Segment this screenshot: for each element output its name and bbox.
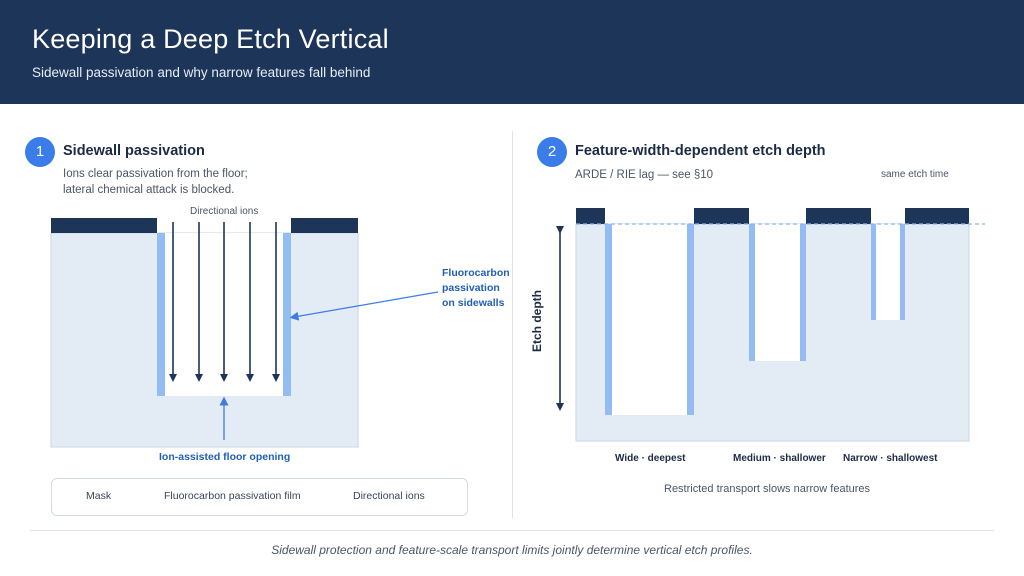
narrow-passivation-left: [871, 224, 876, 320]
wide-passivation-left: [605, 224, 612, 415]
etch-depth-axis-label: Etch depth: [530, 290, 544, 352]
floor-opening-label: Ion-assisted floor opening: [159, 451, 291, 463]
narrow-feature-label: Narrow · shallowest: [843, 453, 938, 464]
trench-diagram: [50, 218, 439, 448]
mask-segment: [576, 208, 605, 224]
passivation-callout: Fluorocarbon passivation on sidewalls: [442, 267, 510, 309]
wide-passivation-right: [687, 224, 694, 415]
legend: Mask Fluorocarbon passivation film Direc…: [51, 478, 468, 516]
legend-film-label: Fluorocarbon passivation film: [164, 490, 301, 502]
narrow-feature-cavity: [871, 224, 905, 320]
panel1-description: Ions clear passivation from the floor; l…: [63, 168, 248, 196]
ion-arrows: [169, 222, 280, 382]
wide-feature-cavity: [605, 224, 694, 415]
mask-right: [291, 218, 358, 233]
panel2-title: Feature-width-dependent etch depth: [575, 143, 826, 159]
footer-divider: [30, 530, 994, 531]
footer-caption: Sidewall protection and feature-scale tr…: [271, 543, 753, 557]
passivation-pointer: [289, 291, 439, 321]
panel2-number-badge: 2: [537, 137, 567, 167]
passivation-right: [283, 233, 291, 396]
wide-feature-label: Wide · deepest: [615, 453, 686, 464]
page-title: Keeping a Deep Etch Vertical: [32, 24, 389, 54]
etch-time-label: same etch time: [881, 169, 949, 180]
panel2-subtitle: ARDE / RIE lag — see §10: [575, 169, 714, 181]
legend-mask-label: Mask: [86, 490, 112, 502]
medium-passivation-left: [749, 224, 755, 361]
medium-feature-label: Medium · shallower: [733, 453, 826, 464]
panel-divider: [512, 131, 513, 518]
medium-feature-cavity: [749, 224, 806, 361]
mask-left: [51, 218, 157, 233]
arde-caption: Restricted transport slows narrow featur…: [664, 483, 871, 495]
header-banner: Keeping a Deep Etch Vertical Sidewall pa…: [0, 0, 1024, 104]
directional-ions-label: Directional ions: [190, 206, 259, 217]
narrow-passivation-right: [900, 224, 905, 320]
page-subtitle: Sidewall passivation and why narrow feat…: [32, 65, 371, 80]
passivation-left: [157, 233, 165, 396]
panel1-number-badge: 1: [25, 137, 55, 167]
mask-segment: [905, 208, 969, 224]
legend-ions-label: Directional ions: [353, 490, 425, 502]
arde-diagram: Etch depth: [530, 208, 985, 442]
panel1-title: Sidewall passivation: [63, 143, 205, 159]
mask-segment: [694, 208, 749, 224]
mask-segment: [806, 208, 871, 224]
medium-passivation-right: [800, 224, 806, 361]
